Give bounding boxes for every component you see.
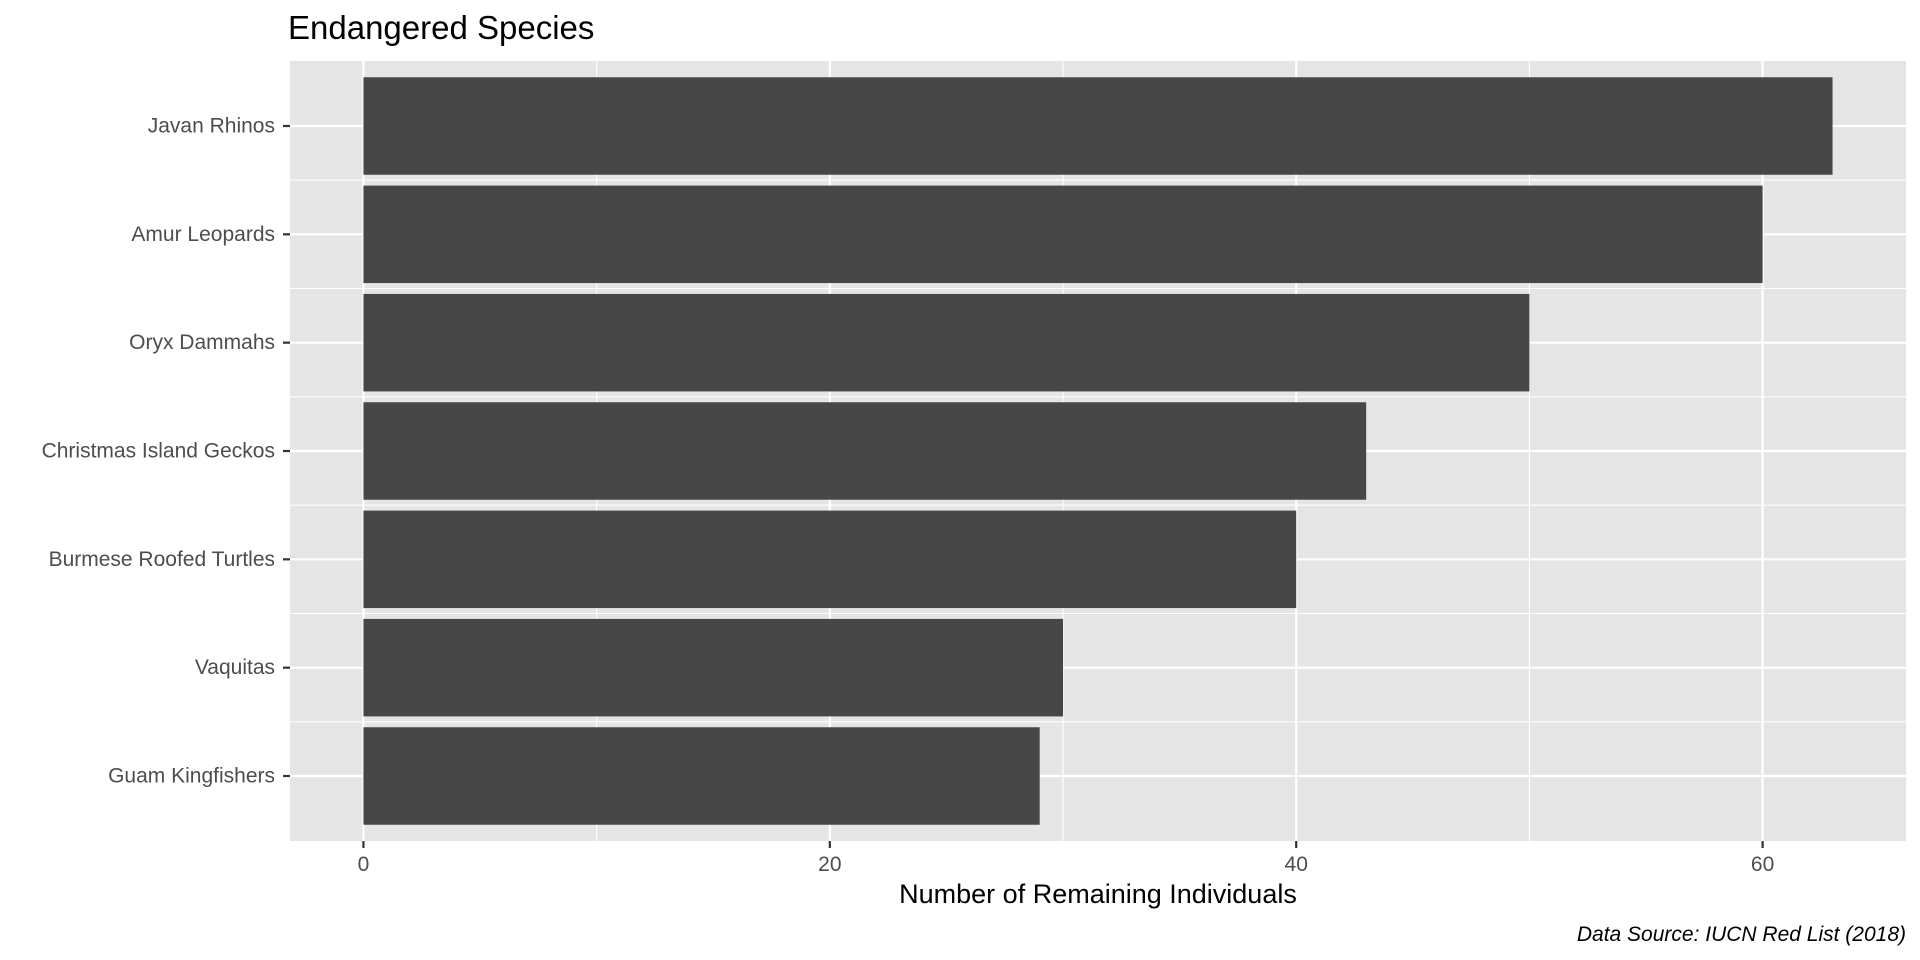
bar	[363, 293, 1530, 392]
y-tick-label: Javan Rhinos	[148, 115, 275, 138]
x-tick-label: 20	[818, 853, 841, 876]
bar	[363, 727, 1040, 825]
chart-title: Endangered Species	[288, 9, 594, 46]
y-tick-label: Guam Kingfishers	[108, 765, 275, 788]
bar	[363, 618, 1064, 717]
y-tick-label: Burmese Roofed Turtles	[49, 548, 275, 571]
y-tick-label: Amur Leopards	[131, 223, 275, 246]
y-tick-label: Vaquitas	[195, 656, 275, 679]
data-source-caption: Data Source: IUCN Red List (2018)	[1577, 923, 1906, 946]
x-axis-title: Number of Remaining Individuals	[899, 879, 1297, 909]
x-tick-label: 60	[1751, 853, 1774, 876]
y-axis: Javan Rhinos Amur Leopards Oryx Dammahs Chr…	[42, 115, 290, 788]
bars	[363, 77, 1833, 825]
x-tick-label: 0	[358, 853, 370, 876]
y-tick-label: Christmas Island Geckos	[42, 440, 275, 463]
x-axis: 0 20 40 60	[358, 841, 1774, 876]
bar	[363, 402, 1367, 500]
bar	[363, 77, 1833, 175]
x-tick-label: 40	[1285, 853, 1308, 876]
y-tick-label: Oryx Dammahs	[129, 331, 275, 354]
bar	[363, 185, 1763, 284]
bar	[363, 510, 1297, 609]
